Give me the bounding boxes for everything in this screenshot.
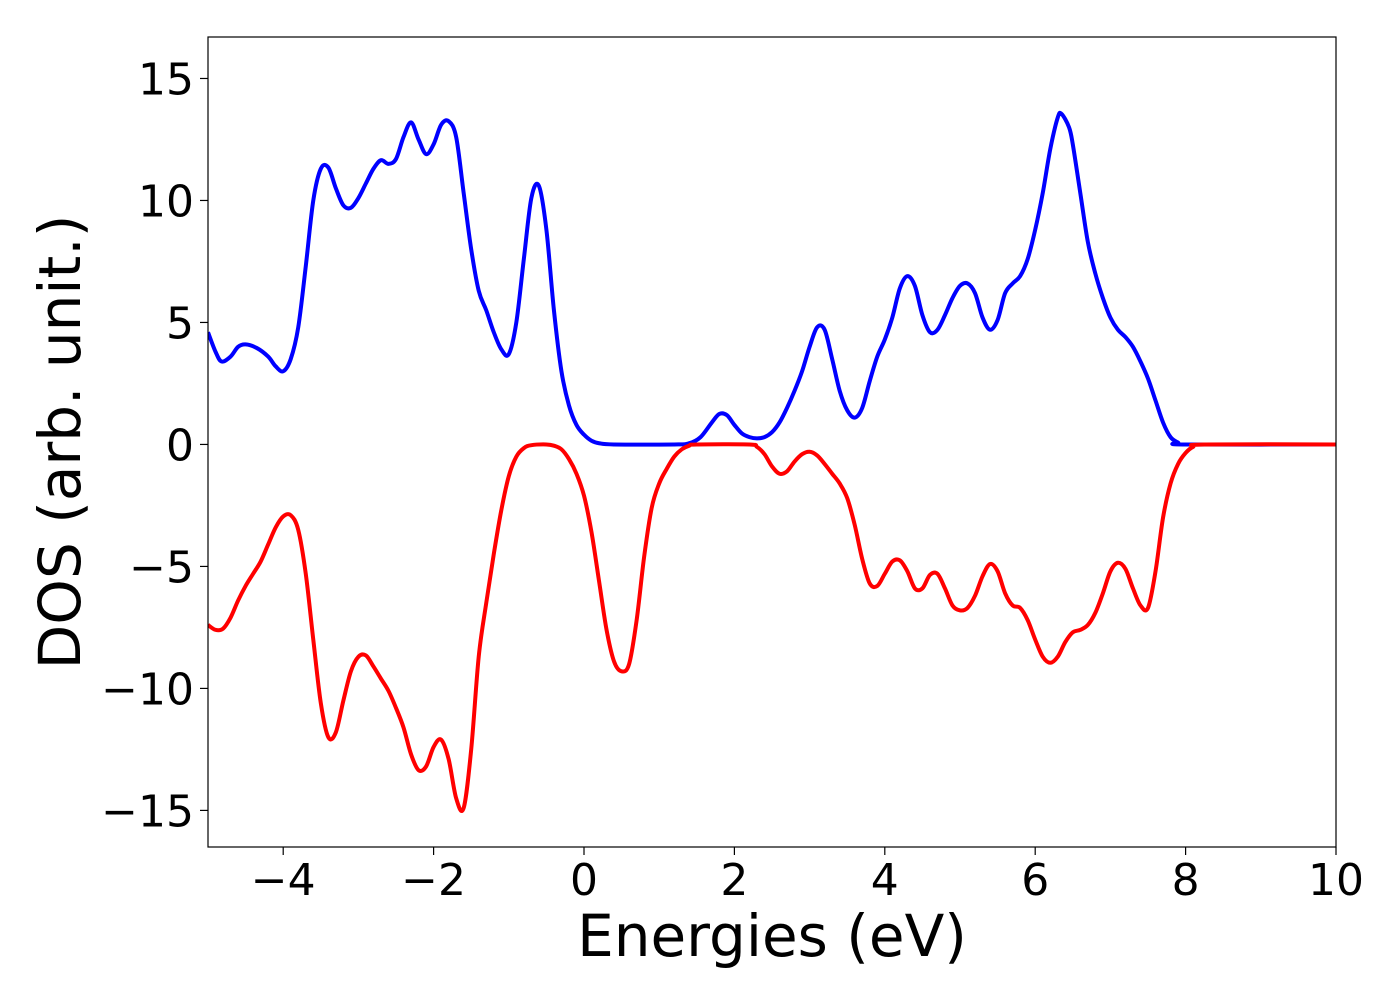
- y-tick-label: 5: [166, 298, 194, 349]
- y-axis-title: DOS (arb. unit.): [26, 215, 94, 670]
- y-tick-label: −10: [101, 664, 194, 715]
- y-tick-label: 15: [138, 54, 194, 105]
- x-tick-label: 4: [871, 855, 899, 906]
- plot-frame: [207, 36, 1337, 848]
- y-tick-label: 0: [166, 420, 194, 471]
- x-tick-label: 6: [1021, 855, 1049, 906]
- x-tick-label: 2: [720, 855, 748, 906]
- y-tick-label: −5: [129, 542, 194, 593]
- x-tick-label: 0: [570, 855, 598, 906]
- y-tick-label: −15: [101, 786, 194, 837]
- x-axis-title: Energies (eV): [577, 902, 967, 970]
- series-layer: [208, 110, 1336, 814]
- dos-series-blue-line: [208, 110, 1336, 447]
- x-tick-label: −4: [251, 855, 316, 906]
- y-axis: 15 10 5 0 −5 −10 −15: [101, 54, 208, 837]
- dos-series-red-line: [208, 442, 1336, 814]
- y-tick-label: 10: [138, 176, 194, 227]
- x-tick-label: 10: [1308, 855, 1364, 906]
- x-tick-label: −2: [401, 855, 466, 906]
- x-tick-label: 8: [1172, 855, 1200, 906]
- x-axis: −4 −2 0 2 4 6 8 10: [251, 847, 1364, 906]
